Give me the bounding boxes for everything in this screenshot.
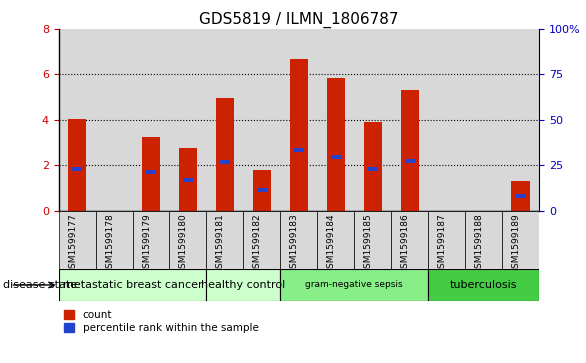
Bar [253, 170, 271, 211]
Text: GSM1599187: GSM1599187 [438, 213, 447, 274]
Text: disease state: disease state [3, 280, 77, 290]
Text: GSM1599181: GSM1599181 [216, 213, 225, 274]
Bar [400, 90, 419, 211]
Text: GSM1599178: GSM1599178 [105, 213, 114, 274]
Bar [183, 178, 193, 182]
Bar [59, 29, 96, 211]
Bar [280, 29, 318, 211]
Text: GSM1599183: GSM1599183 [290, 213, 299, 274]
Bar [206, 29, 243, 211]
Bar [146, 170, 156, 174]
Bar [331, 155, 341, 159]
Bar [318, 29, 355, 211]
Text: healthy control: healthy control [201, 280, 285, 290]
Text: GSM1599189: GSM1599189 [512, 213, 520, 274]
Text: GSM1599182: GSM1599182 [253, 213, 262, 274]
FancyBboxPatch shape [465, 211, 502, 269]
FancyBboxPatch shape [132, 211, 169, 269]
Bar [289, 58, 308, 211]
Bar [96, 29, 132, 211]
Bar [72, 167, 82, 171]
FancyBboxPatch shape [428, 211, 465, 269]
FancyBboxPatch shape [96, 211, 132, 269]
FancyBboxPatch shape [243, 211, 280, 269]
Bar [132, 29, 169, 211]
Legend: count, percentile rank within the sample: count, percentile rank within the sample [64, 310, 258, 333]
Text: GSM1599185: GSM1599185 [364, 213, 373, 274]
Bar [512, 181, 530, 211]
Bar [169, 29, 206, 211]
Bar [243, 29, 280, 211]
FancyBboxPatch shape [502, 211, 539, 269]
Bar [502, 29, 539, 211]
FancyBboxPatch shape [59, 211, 96, 269]
FancyBboxPatch shape [280, 269, 428, 301]
Text: GSM1599177: GSM1599177 [68, 213, 77, 274]
Bar [367, 167, 378, 171]
Text: metastatic breast cancer: metastatic breast cancer [63, 280, 202, 290]
Text: tuberculosis: tuberculosis [450, 280, 517, 290]
Title: GDS5819 / ILMN_1806787: GDS5819 / ILMN_1806787 [199, 12, 398, 28]
Bar [363, 122, 382, 211]
Bar [257, 188, 267, 192]
Bar [68, 119, 86, 211]
Bar [516, 194, 526, 198]
Bar [220, 160, 230, 164]
FancyBboxPatch shape [318, 211, 355, 269]
FancyBboxPatch shape [169, 211, 206, 269]
Bar [216, 98, 234, 211]
FancyBboxPatch shape [59, 269, 539, 301]
Text: GSM1599180: GSM1599180 [179, 213, 188, 274]
FancyBboxPatch shape [206, 269, 280, 301]
FancyBboxPatch shape [428, 269, 539, 301]
Text: gram-negative sepsis: gram-negative sepsis [305, 281, 403, 289]
Bar [326, 78, 345, 211]
FancyBboxPatch shape [206, 211, 243, 269]
Bar [142, 137, 160, 211]
FancyBboxPatch shape [280, 211, 318, 269]
Text: GSM1599186: GSM1599186 [401, 213, 410, 274]
Text: GSM1599179: GSM1599179 [142, 213, 151, 274]
Text: GSM1599184: GSM1599184 [327, 213, 336, 274]
Bar [179, 148, 197, 211]
Bar [405, 159, 415, 163]
Bar [465, 29, 502, 211]
Bar [355, 29, 391, 211]
Bar [391, 29, 428, 211]
Bar [294, 148, 304, 152]
Text: GSM1599188: GSM1599188 [475, 213, 483, 274]
FancyBboxPatch shape [391, 211, 428, 269]
FancyBboxPatch shape [59, 269, 206, 301]
Bar [428, 29, 465, 211]
FancyBboxPatch shape [355, 211, 391, 269]
